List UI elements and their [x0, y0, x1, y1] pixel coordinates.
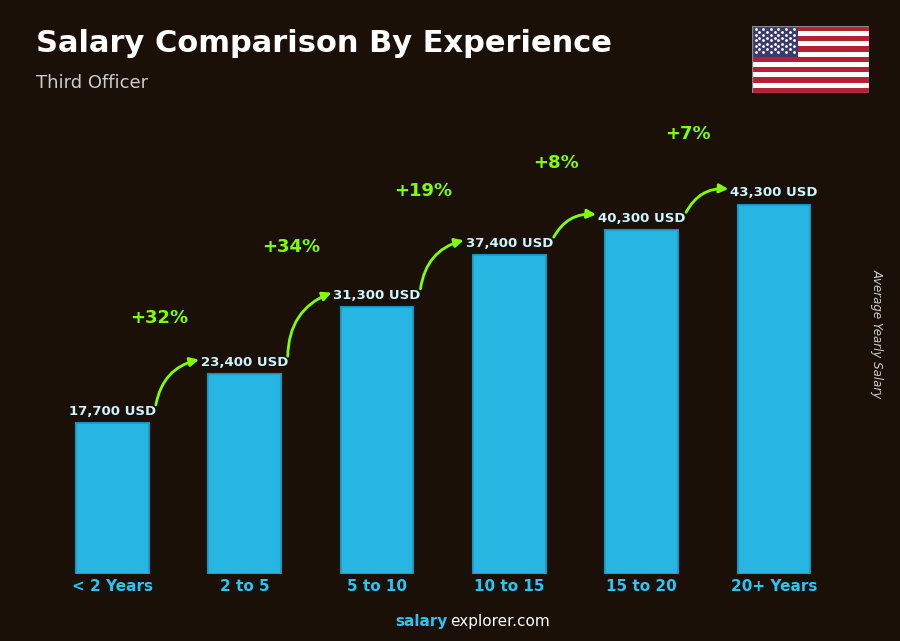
- FancyArrowPatch shape: [156, 358, 196, 405]
- Text: 43,300 USD: 43,300 USD: [730, 187, 818, 199]
- Bar: [473, 255, 545, 574]
- Bar: [752, 67, 868, 72]
- Text: Salary Comparison By Experience: Salary Comparison By Experience: [36, 29, 612, 58]
- Text: 31,300 USD: 31,300 USD: [333, 289, 421, 302]
- Text: 23,400 USD: 23,400 USD: [201, 356, 288, 369]
- Text: 40,300 USD: 40,300 USD: [598, 212, 686, 225]
- Bar: [752, 72, 868, 78]
- Bar: [76, 423, 148, 574]
- Text: +8%: +8%: [533, 154, 579, 172]
- Bar: [606, 230, 679, 574]
- FancyArrowPatch shape: [288, 293, 328, 356]
- Bar: [752, 83, 868, 88]
- Text: +7%: +7%: [665, 125, 711, 143]
- Text: salary: salary: [395, 615, 447, 629]
- FancyArrowPatch shape: [554, 210, 593, 237]
- Bar: [752, 46, 868, 51]
- FancyArrowPatch shape: [420, 240, 461, 289]
- Bar: [752, 78, 868, 83]
- Bar: [752, 62, 868, 67]
- Bar: [752, 88, 868, 93]
- Bar: [752, 56, 868, 62]
- Text: +34%: +34%: [262, 238, 320, 256]
- Bar: [752, 31, 868, 36]
- Text: Third Officer: Third Officer: [36, 74, 148, 92]
- Bar: [738, 204, 811, 574]
- Text: Average Yearly Salary: Average Yearly Salary: [871, 269, 884, 398]
- Text: 17,700 USD: 17,700 USD: [68, 405, 156, 418]
- Bar: [752, 26, 868, 31]
- Text: explorer.com: explorer.com: [450, 615, 550, 629]
- Bar: [752, 36, 868, 41]
- FancyArrowPatch shape: [686, 185, 725, 212]
- Bar: [341, 307, 413, 574]
- Bar: [752, 26, 798, 56]
- Text: +32%: +32%: [130, 308, 188, 327]
- Bar: [752, 51, 868, 56]
- Text: +19%: +19%: [394, 182, 453, 201]
- Text: 37,400 USD: 37,400 USD: [465, 237, 554, 250]
- Bar: [752, 41, 868, 46]
- Bar: [208, 374, 281, 574]
